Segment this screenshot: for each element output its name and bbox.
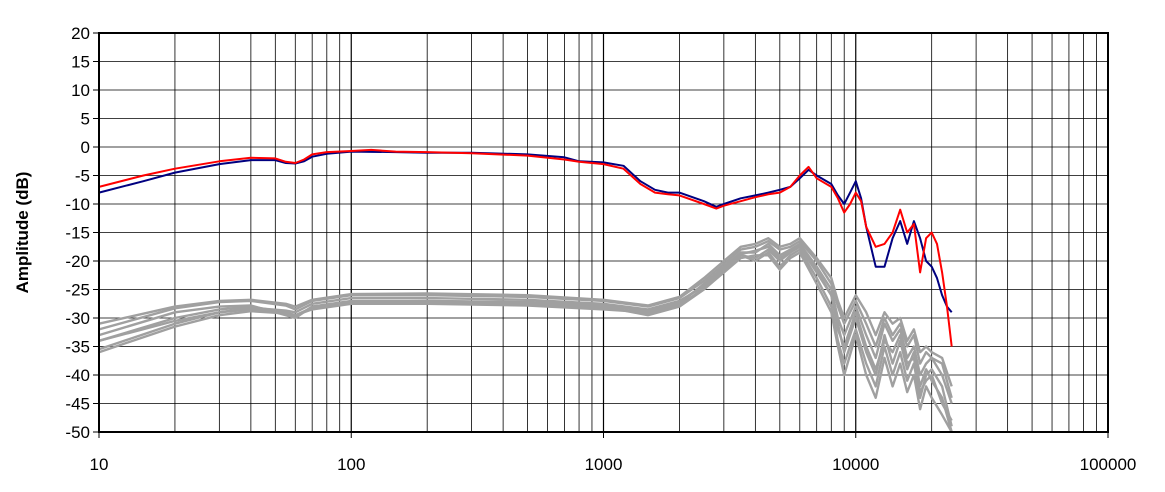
y-tick-label: -45	[65, 395, 90, 414]
y-axis-title: Amplitude (dB)	[13, 172, 32, 294]
y-tick-label: -50	[65, 423, 90, 442]
navy-series-line	[98, 150, 953, 313]
gray-series-line	[98, 242, 953, 404]
y-tick-label: -5	[75, 167, 90, 186]
y-tick-label: -15	[65, 224, 90, 243]
y-tick-label: 10	[71, 81, 90, 100]
y-tick-label: -25	[65, 281, 90, 300]
grid-lines	[98, 32, 1108, 433]
y-tick-label: 20	[71, 24, 90, 43]
y-tick-label: -20	[65, 252, 90, 271]
y-tick-label: 5	[81, 110, 90, 129]
gray-series-line	[98, 243, 953, 422]
y-tick-labels: 20 15 10 5 0 -5 -10 -15 -20 -25 -30 -35 -40 -45 -50	[65, 24, 99, 442]
y-tick-label: 15	[71, 53, 90, 72]
gray-series-line	[98, 245, 953, 433]
red-series-line	[98, 148, 953, 347]
x-tick-label: 10	[90, 455, 109, 474]
x-tick-labels: 10 100 1000 10000 100000	[90, 432, 1137, 474]
series-layer	[98, 148, 953, 433]
x-tick-label: 100	[337, 455, 365, 474]
gray-series-line	[98, 237, 953, 387]
x-tick-label: 1000	[585, 455, 623, 474]
y-tick-label: -30	[65, 309, 90, 328]
y-tick-label: -35	[65, 338, 90, 357]
y-tick-label: 0	[81, 138, 90, 157]
y-tick-label: -10	[65, 195, 90, 214]
x-tick-label: 10000	[832, 455, 879, 474]
x-tick-label: 100000	[1080, 455, 1137, 474]
y-tick-label: -40	[65, 366, 90, 385]
